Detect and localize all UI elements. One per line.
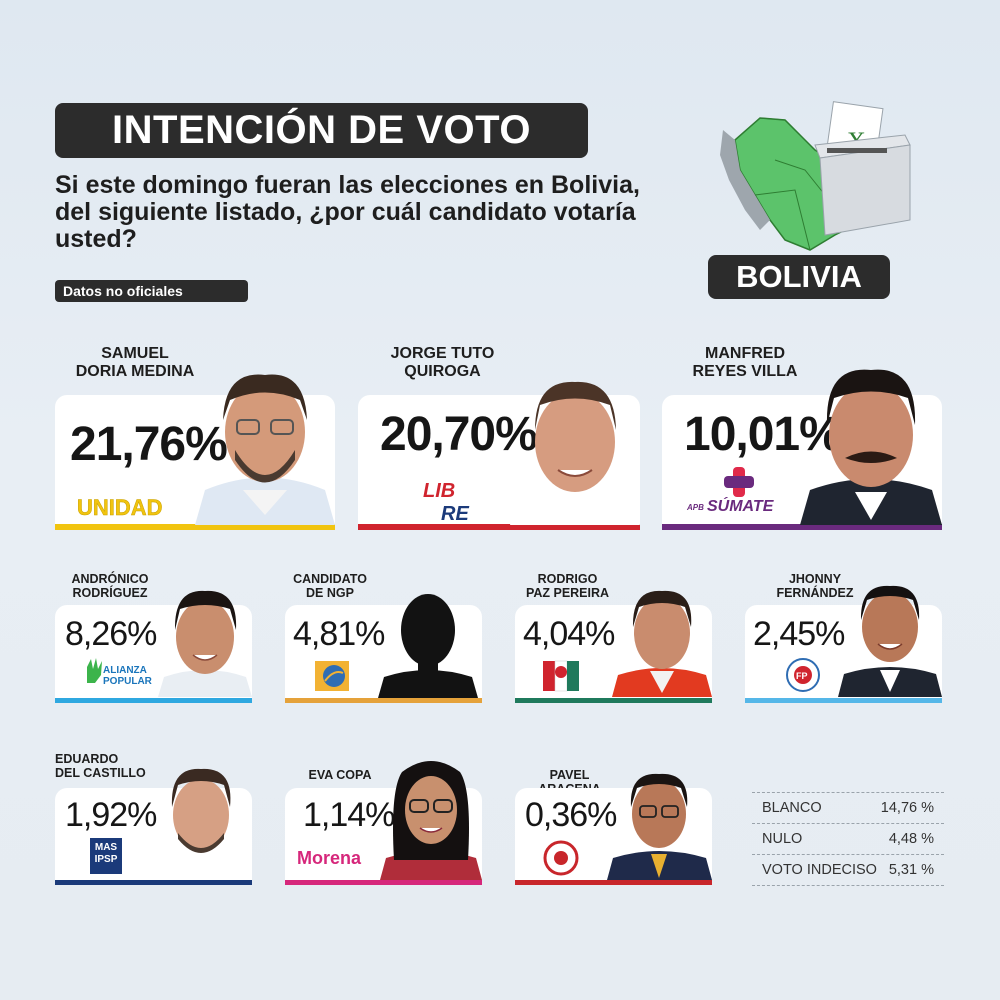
pdc-logo-icon bbox=[543, 660, 579, 692]
card-color-bar bbox=[515, 698, 712, 703]
silhouette-photo bbox=[378, 594, 478, 698]
candidate-name: JORGE TUTO QUIROGA bbox=[390, 345, 495, 381]
card-color-bar bbox=[745, 698, 942, 703]
page-title: INTENCIÓN DE VOTO bbox=[112, 108, 531, 152]
card-color-bar bbox=[285, 880, 482, 885]
party-logo-libre: LIB RE bbox=[423, 480, 469, 525]
ngp-logo-icon bbox=[315, 661, 349, 691]
party-logo-unidad: UNIDAD bbox=[77, 495, 163, 521]
candidate-percentage: 1,92% bbox=[65, 796, 157, 834]
party-logo-sumate: SÚMATE bbox=[707, 498, 774, 515]
candidate-name: EDUARDO DEL CASTILLO bbox=[55, 752, 146, 781]
alianza-popular-hand-icon bbox=[87, 658, 102, 683]
candidate-name: JHONNY FERNÁNDEZ bbox=[776, 572, 854, 601]
candidate-name: CANDIDATO DE NGP bbox=[293, 572, 367, 601]
candidate-name: EVA COPA bbox=[308, 768, 372, 782]
candidate-percentage: 8,26% bbox=[65, 615, 157, 653]
other-results-table: BLANCO 14,76 % NULO 4,48 % VOTO INDECISO… bbox=[752, 792, 944, 886]
candidate-percentage: 21,76% bbox=[70, 418, 228, 471]
libertad-progreso-logo-icon bbox=[543, 840, 579, 876]
unofficial-note: Datos no oficiales bbox=[55, 280, 248, 302]
candidate-percentage: 2,45% bbox=[753, 615, 845, 653]
candidate-photo bbox=[150, 768, 252, 880]
row-label: VOTO INDECISO bbox=[762, 862, 877, 878]
card-color-bar bbox=[358, 524, 640, 530]
candidate-percentage: 4,04% bbox=[523, 615, 615, 653]
card-color-bar bbox=[285, 698, 482, 703]
party-logo-mas-ipsp: MAS IPSP bbox=[90, 838, 122, 874]
candidate-photo bbox=[380, 761, 482, 880]
card-color-bar bbox=[55, 524, 335, 530]
candidate-photo bbox=[195, 374, 335, 525]
party-logo-alianza: ALIANZA POPULAR bbox=[103, 665, 152, 687]
title-bar bbox=[55, 103, 588, 158]
row-label: NULO bbox=[762, 831, 803, 847]
candidate-percentage: 10,01% bbox=[684, 408, 842, 461]
row-label: BLANCO bbox=[762, 800, 822, 816]
card-color-bar bbox=[662, 524, 942, 530]
svg-text:FP: FP bbox=[796, 671, 808, 681]
candidate-name: SAMUEL DORIA MEDINA bbox=[75, 345, 195, 381]
candidate-name: ANDRÓNICO RODRÍGUEZ bbox=[71, 572, 149, 601]
card-color-bar bbox=[55, 698, 252, 703]
poll-question: Si este domingo fueran las elecciones en… bbox=[55, 171, 640, 253]
fp-logo-icon: FP bbox=[786, 658, 820, 692]
candidate-name: MANFRED REYES VILLA bbox=[692, 345, 798, 381]
table-row: VOTO INDECISO 5,31 % bbox=[752, 855, 944, 886]
party-logo-morena: Morena bbox=[297, 848, 362, 868]
candidate-percentage: 4,81% bbox=[293, 615, 385, 653]
card-color-bar bbox=[515, 880, 712, 885]
candidate-photo bbox=[510, 381, 640, 525]
card-color-bar bbox=[55, 880, 252, 885]
candidate-photo bbox=[607, 773, 712, 880]
country-tag: BOLIVIA bbox=[708, 255, 890, 299]
party-prefix: APB bbox=[687, 503, 704, 512]
row-value: 14,76 % bbox=[880, 800, 934, 816]
row-value: 4,48 % bbox=[888, 831, 934, 847]
row-value: 5,31 % bbox=[888, 862, 934, 878]
candidate-photo bbox=[838, 585, 942, 697]
candidate-name: RODRIGO PAZ PEREIRA bbox=[525, 572, 610, 601]
bolivia-map-ballot-icon: X bbox=[720, 101, 911, 251]
candidate-percentage: 1,14% bbox=[303, 796, 395, 834]
candidate-photo bbox=[612, 590, 712, 697]
candidate-photo bbox=[158, 590, 252, 697]
table-row: NULO 4,48 % bbox=[752, 824, 944, 855]
sumate-logo-icon bbox=[724, 467, 754, 497]
candidate-percentage: 0,36% bbox=[525, 796, 617, 834]
candidate-percentage: 20,70% bbox=[380, 408, 538, 461]
table-row: BLANCO 14,76 % bbox=[752, 793, 944, 824]
candidate-photo bbox=[800, 369, 942, 525]
